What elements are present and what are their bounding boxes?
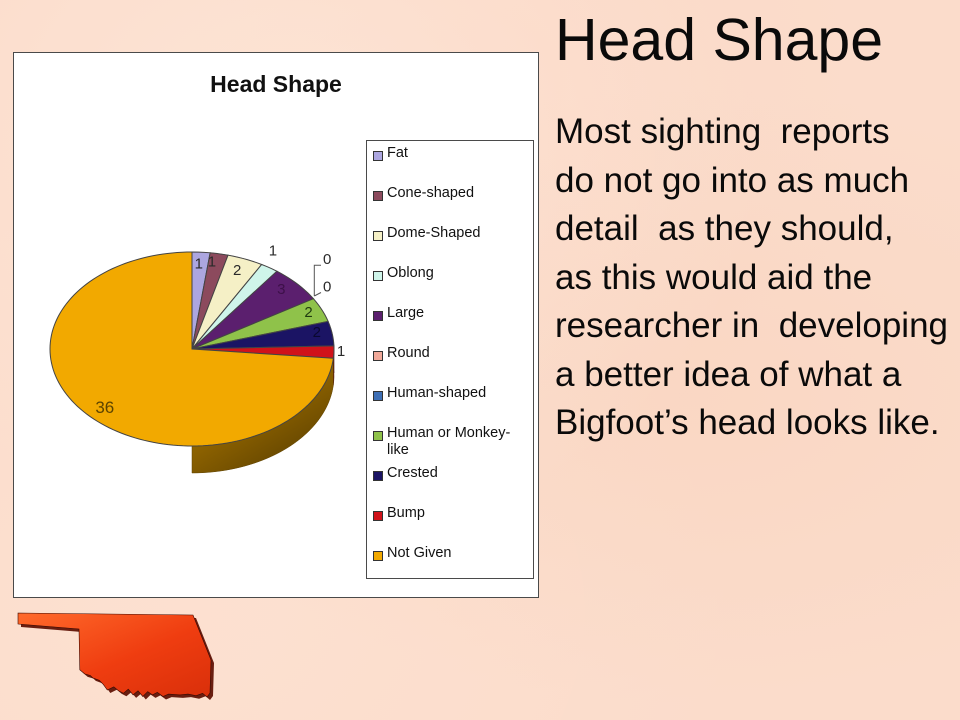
svg-text:2: 2 (304, 304, 312, 321)
svg-text:0: 0 (323, 279, 331, 296)
svg-text:1: 1 (337, 343, 345, 360)
svg-text:1: 1 (269, 243, 277, 260)
svg-text:1: 1 (195, 256, 203, 273)
svg-text:2: 2 (233, 262, 241, 279)
svg-text:3: 3 (277, 281, 285, 298)
svg-text:2: 2 (313, 324, 321, 341)
svg-text:36: 36 (95, 398, 114, 417)
svg-text:1: 1 (208, 254, 216, 271)
svg-text:0: 0 (323, 251, 331, 268)
